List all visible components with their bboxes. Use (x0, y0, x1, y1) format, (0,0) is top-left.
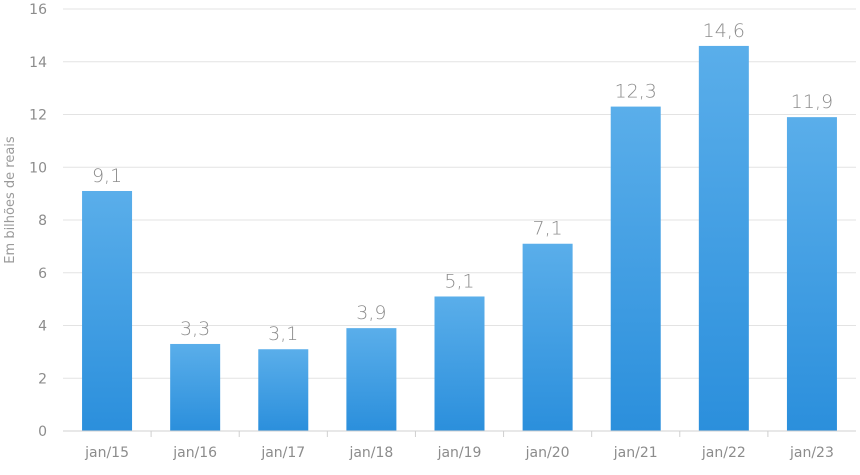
x-tick-label: jan/19 (437, 445, 482, 461)
bar-jan-17 (258, 349, 309, 431)
gridlines (63, 8, 856, 379)
bar-jan-23 (786, 117, 837, 431)
x-axis-ticks: jan/15 jan/16 jan/17 jan/18 jan/19 jan/20 jan/… (84, 431, 834, 461)
x-tick-label: jan/20 (525, 445, 570, 461)
x-tick-label: jan/16 (172, 445, 217, 461)
x-tick-label: jan/15 (84, 445, 129, 461)
y-tick-label: 10 (29, 160, 47, 176)
y-tick-label: 4 (38, 319, 47, 335)
bar-jan-19 (434, 296, 485, 431)
y-axis-ticks: 0 2 4 6 8 10 12 14 16 (29, 2, 47, 440)
y-tick-label: 6 (38, 266, 47, 282)
y-tick-label: 12 (29, 108, 47, 124)
x-tick-label: jan/18 (348, 445, 393, 461)
x-tick-label: jan/23 (789, 445, 834, 461)
y-tick-label: 0 (38, 424, 47, 440)
bar-jan-21 (610, 106, 661, 432)
data-label: 9,1 (92, 165, 122, 187)
y-tick-label: 16 (29, 2, 47, 18)
data-label: 3,9 (356, 302, 386, 324)
y-tick-label: 8 (38, 213, 47, 229)
data-label: 7,1 (533, 218, 563, 240)
bar-jan-15 (82, 190, 133, 431)
y-tick-label: 2 (38, 371, 47, 387)
data-label: 5,1 (444, 270, 474, 292)
bar-jan-16 (170, 343, 221, 431)
data-label: 3,1 (268, 323, 298, 345)
data-labels: 9,1 3,3 3,1 3,9 5,1 7,1 12,3 14,6 11,9 (92, 20, 833, 345)
y-tick-label: 14 (29, 55, 47, 71)
bar-jan-18 (346, 328, 397, 431)
bars (82, 45, 837, 432)
bar-jan-22 (698, 45, 749, 432)
data-label: 12,3 (615, 81, 657, 103)
data-label: 11,9 (791, 91, 833, 113)
x-tick-label: jan/17 (260, 445, 305, 461)
x-tick-label: jan/21 (613, 445, 658, 461)
data-label: 3,3 (180, 318, 210, 340)
x-tick-label: jan/22 (701, 445, 746, 461)
data-label: 14,6 (703, 20, 745, 42)
y-axis-label: Em bilhões de reais (3, 136, 18, 264)
bar-jan-20 (522, 243, 573, 431)
